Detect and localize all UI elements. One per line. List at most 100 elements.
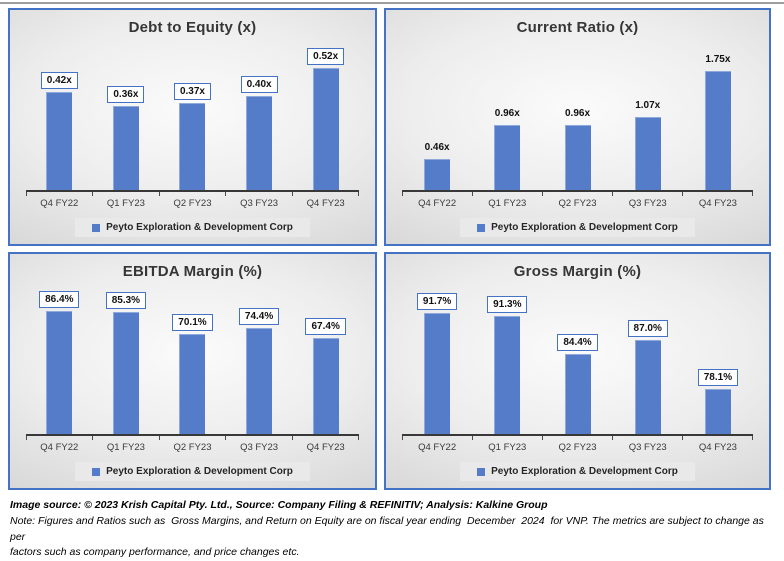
- x-axis-ticks: [402, 436, 753, 440]
- chart-legend: Peyto Exploration & Development Corp: [75, 462, 310, 481]
- bar-slot: 0.96x: [542, 40, 612, 190]
- bar-slot: 74.4%: [226, 284, 293, 434]
- category-label: Q1 FY23: [488, 198, 527, 209]
- category-label: Q4 FY23: [306, 198, 345, 209]
- axis-tick: [158, 436, 160, 440]
- bar-slot: 1.75x: [683, 40, 753, 190]
- bar-slot: 86.4%: [26, 284, 93, 434]
- axis-tick: [612, 192, 613, 196]
- category-label: Q4 FY23: [698, 198, 737, 209]
- bar-value-label: 87.0%: [627, 319, 668, 337]
- x-axis-labels: Q4 FY22 Q1 FY23 Q2 FY23 Q3 FY23 Q4 FY23: [26, 442, 359, 453]
- bar-value-label: 0.96x: [494, 107, 520, 119]
- chart-panel-gross-margin: Gross Margin (%) 91.7% 91.3% 84.4% 87.0% 78.…: [384, 252, 771, 490]
- bar: [112, 312, 139, 434]
- x-axis-labels: Q4 FY22 Q1 FY23 Q2 FY23 Q3 FY23 Q4 FY23: [402, 442, 753, 453]
- axis-tick: [357, 192, 359, 196]
- bar: [564, 354, 591, 434]
- x-axis-line: [26, 434, 359, 436]
- bar-value-label: 91.7%: [416, 293, 458, 311]
- bar-slot: 0.37x: [159, 40, 226, 190]
- bar: [46, 91, 73, 190]
- bar-slot: 0.40x: [226, 40, 293, 190]
- axis-tick: [225, 192, 227, 196]
- axis-tick: [402, 192, 403, 196]
- x-axis-line: [402, 434, 753, 436]
- bar-slot: 0.42x: [26, 40, 93, 190]
- axis-tick: [612, 436, 613, 440]
- note-line-2: factors such as company performance, and…: [10, 546, 300, 559]
- bar-slot: 78.1%: [683, 284, 753, 434]
- axis-tick: [752, 436, 753, 440]
- chart-legend: Peyto Exploration & Development Corp: [75, 218, 310, 237]
- legend-series-marker-icon: [92, 467, 101, 476]
- bar-value-label: 0.40x: [240, 76, 278, 94]
- bar-value-label: 67.4%: [305, 317, 346, 335]
- bar: [46, 310, 73, 434]
- bar: [704, 70, 731, 190]
- bar: [564, 124, 591, 190]
- bar-slot: 0.96x: [472, 40, 542, 190]
- legend-series-marker-icon: [92, 223, 101, 232]
- chart-title: Gross Margin (%): [513, 263, 642, 280]
- axis-tick: [92, 436, 94, 440]
- legend-series-label: Peyto Exploration & Development Corp: [106, 466, 293, 477]
- bar-value-label: 0.37x: [173, 83, 211, 101]
- bar: [179, 103, 206, 190]
- x-axis-ticks: [26, 436, 359, 440]
- top-divider-rule: [0, 2, 784, 4]
- category-label: Q2 FY23: [173, 198, 212, 209]
- chart-panel-ebitda-margin: EBITDA Margin (%) 86.4% 85.3% 70.1% 74.4% 67…: [8, 252, 377, 490]
- bar-value-label: 84.4%: [557, 334, 598, 352]
- category-label: Q4 FY23: [698, 442, 737, 453]
- plot-area: 91.7% 91.3% 84.4% 87.0% 78.1%: [402, 284, 753, 434]
- bar: [424, 313, 451, 434]
- bar-slot: 67.4%: [292, 284, 359, 434]
- category-label: Q3 FY23: [628, 442, 667, 453]
- bar: [704, 389, 731, 434]
- bar: [634, 339, 661, 434]
- bar-slot: 70.1%: [159, 284, 226, 434]
- chart-legend: Peyto Exploration & Development Corp: [460, 462, 695, 481]
- bar: [179, 333, 206, 434]
- category-label: Q4 FY22: [40, 198, 79, 209]
- chart-title: Debt to Equity (x): [128, 19, 257, 36]
- legend-series-label: Peyto Exploration & Development Corp: [491, 222, 678, 233]
- x-axis-line: [402, 190, 753, 192]
- axis-tick: [26, 192, 27, 196]
- legend-series-marker-icon: [477, 223, 486, 232]
- category-label: Q1 FY23: [106, 442, 145, 453]
- axis-tick: [542, 192, 543, 196]
- axis-tick: [158, 192, 160, 196]
- bar-value-label: 0.46x: [424, 141, 450, 153]
- axis-tick: [472, 436, 473, 440]
- category-label: Q3 FY23: [628, 198, 667, 209]
- category-label: Q2 FY23: [558, 198, 597, 209]
- bar-value-label: 78.1%: [697, 369, 739, 386]
- bar-slot: 0.36x: [93, 40, 160, 190]
- bar-slot: 84.4%: [542, 284, 612, 434]
- category-label: Q4 FY23: [306, 442, 345, 453]
- x-axis-ticks: [26, 192, 359, 196]
- bar: [424, 158, 451, 190]
- axis-tick: [92, 192, 94, 196]
- axis-tick: [682, 192, 683, 196]
- bar: [312, 337, 339, 434]
- footer-notes: Image source: © 2023 Krish Capital Pty. …: [10, 498, 776, 561]
- category-label: Q3 FY23: [240, 198, 279, 209]
- bar-slot: 1.07x: [613, 40, 683, 190]
- image-source-line: Image source: © 2023 Krish Capital Pty. …: [10, 499, 548, 511]
- bar-value-label: 74.4%: [238, 307, 280, 325]
- bar-slot: 85.3%: [93, 284, 160, 434]
- bar: [112, 105, 139, 190]
- category-label: Q2 FY23: [173, 442, 212, 453]
- x-axis-labels: Q4 FY22 Q1 FY23 Q2 FY23 Q3 FY23 Q4 FY23: [26, 198, 359, 209]
- category-label: Q1 FY23: [488, 442, 527, 453]
- bar: [494, 124, 521, 190]
- axis-tick: [682, 436, 683, 440]
- bar: [634, 117, 661, 190]
- bar-value-label: 85.3%: [105, 292, 147, 310]
- x-axis-labels: Q4 FY22 Q1 FY23 Q2 FY23 Q3 FY23 Q4 FY23: [402, 198, 753, 209]
- axis-tick: [752, 192, 753, 196]
- axis-tick: [472, 192, 473, 196]
